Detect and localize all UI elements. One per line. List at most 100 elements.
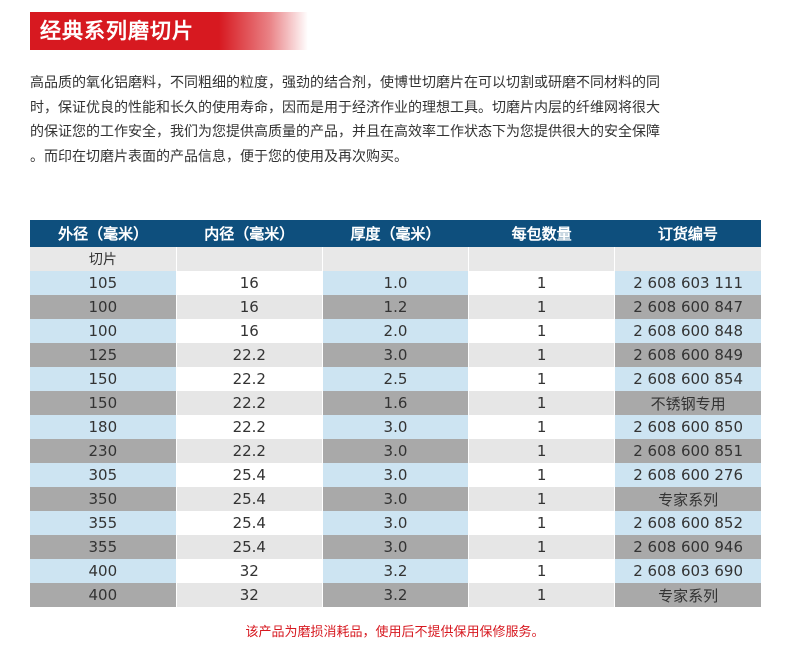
cell-thickness: 3.2 bbox=[322, 559, 470, 583]
column-header-order-number: 订货编号 bbox=[614, 220, 761, 247]
cell-outer-diameter: 150 bbox=[30, 367, 177, 391]
column-header-pack-quantity: 每包数量 bbox=[468, 220, 615, 247]
cell-inner-diameter: 25.4 bbox=[176, 511, 323, 535]
section-cell bbox=[614, 247, 761, 271]
cell-outer-diameter: 350 bbox=[30, 487, 177, 511]
cell-pack-quantity: 1 bbox=[468, 271, 616, 295]
cell-inner-diameter: 22.2 bbox=[176, 343, 323, 367]
cell-thickness: 3.0 bbox=[322, 535, 470, 559]
table-row: 355 25.4 3.0 1 2 608 600 946 bbox=[30, 535, 761, 559]
cell-inner-diameter: 16 bbox=[176, 319, 323, 343]
table-row: 150 22.2 2.5 1 2 608 600 854 bbox=[30, 367, 761, 391]
cell-thickness: 3.0 bbox=[322, 415, 470, 439]
cell-outer-diameter: 180 bbox=[30, 415, 177, 439]
table-row: 100 16 2.0 1 2 608 600 848 bbox=[30, 319, 761, 343]
cell-pack-quantity: 1 bbox=[468, 463, 616, 487]
cell-outer-diameter: 355 bbox=[30, 511, 177, 535]
cell-thickness: 3.2 bbox=[322, 583, 470, 607]
cell-outer-diameter: 100 bbox=[30, 319, 177, 343]
cell-order-number: 2 608 600 946 bbox=[614, 535, 761, 559]
cell-inner-diameter: 22.2 bbox=[176, 391, 323, 415]
cell-pack-quantity: 1 bbox=[468, 559, 616, 583]
cell-order-number: 2 608 600 276 bbox=[614, 463, 761, 487]
cell-inner-diameter: 25.4 bbox=[176, 487, 323, 511]
cell-order-number: 专家系列 bbox=[614, 487, 761, 511]
section-cell bbox=[468, 247, 616, 271]
page-title: 经典系列磨切片 bbox=[40, 19, 194, 43]
cell-inner-diameter: 22.2 bbox=[176, 367, 323, 391]
intro-line: 。而印在切磨片表面的产品信息，便于您的使用及再次购买。 bbox=[30, 148, 408, 165]
cell-order-number: 2 608 600 848 bbox=[614, 319, 761, 343]
table-row: 180 22.2 3.0 1 2 608 600 850 bbox=[30, 415, 761, 439]
cell-order-number: 2 608 600 850 bbox=[614, 415, 761, 439]
cell-outer-diameter: 150 bbox=[30, 391, 177, 415]
cell-thickness: 1.6 bbox=[322, 391, 470, 415]
cell-thickness: 3.0 bbox=[322, 487, 470, 511]
footnote-warning: 该产品为磨损消耗品，使用后不提供保用保修服务。 bbox=[245, 625, 545, 640]
cell-order-number: 2 608 600 854 bbox=[614, 367, 761, 391]
table-row: 355 25.4 3.0 1 2 608 600 852 bbox=[30, 511, 761, 535]
cell-pack-quantity: 1 bbox=[468, 295, 616, 319]
cell-inner-diameter: 32 bbox=[176, 559, 323, 583]
cell-outer-diameter: 105 bbox=[30, 271, 177, 295]
cell-thickness: 1.0 bbox=[322, 271, 470, 295]
intro-line: 时，保证优良的性能和长久的使用寿命，因而是用于经济作业的理想工具。切磨片内层的纤… bbox=[30, 99, 660, 116]
table-row: 100 16 1.2 1 2 608 600 847 bbox=[30, 295, 761, 319]
cell-outer-diameter: 100 bbox=[30, 295, 177, 319]
cell-inner-diameter: 22.2 bbox=[176, 439, 323, 463]
cell-outer-diameter: 400 bbox=[30, 559, 177, 583]
cell-thickness: 3.0 bbox=[322, 463, 470, 487]
table-row: 125 22.2 3.0 1 2 608 600 849 bbox=[30, 343, 761, 367]
title-banner: 经典系列磨切片 bbox=[30, 12, 308, 50]
cell-thickness: 3.0 bbox=[322, 343, 470, 367]
cell-outer-diameter: 230 bbox=[30, 439, 177, 463]
cell-pack-quantity: 1 bbox=[468, 319, 616, 343]
cell-outer-diameter: 355 bbox=[30, 535, 177, 559]
cell-thickness: 3.0 bbox=[322, 439, 470, 463]
cell-pack-quantity: 1 bbox=[468, 367, 616, 391]
cell-outer-diameter: 305 bbox=[30, 463, 177, 487]
cell-thickness: 1.2 bbox=[322, 295, 470, 319]
column-header-thickness: 厚度（毫米） bbox=[322, 220, 469, 247]
cell-inner-diameter: 25.4 bbox=[176, 463, 323, 487]
column-header-inner-diameter: 内径（毫米） bbox=[176, 220, 323, 247]
table-row: 150 22.2 1.6 1 不锈钢专用 bbox=[30, 391, 761, 415]
cell-pack-quantity: 1 bbox=[468, 415, 616, 439]
cell-pack-quantity: 1 bbox=[468, 343, 616, 367]
intro-paragraph: 高品质的氧化铝磨料，不同粗细的粒度，强劲的结合剂，使博世切磨片在可以切割或研磨不… bbox=[30, 71, 760, 169]
table-row: 400 32 3.2 1 专家系列 bbox=[30, 583, 761, 607]
cell-order-number: 专家系列 bbox=[614, 583, 761, 607]
section-label: 切片 bbox=[30, 247, 177, 271]
section-cell bbox=[176, 247, 323, 271]
cell-thickness: 3.0 bbox=[322, 511, 470, 535]
cell-inner-diameter: 16 bbox=[176, 295, 323, 319]
cell-pack-quantity: 1 bbox=[468, 439, 616, 463]
cell-thickness: 2.5 bbox=[322, 367, 470, 391]
cell-order-number: 2 608 600 851 bbox=[614, 439, 761, 463]
table-row: 105 16 1.0 1 2 608 603 111 bbox=[30, 271, 761, 295]
intro-line: 的保证您的工作安全，我们为您提供高质量的产品，并且在高效率工作状态下为您提供很大… bbox=[30, 124, 660, 140]
cell-outer-diameter: 125 bbox=[30, 343, 177, 367]
cell-inner-diameter: 32 bbox=[176, 583, 323, 607]
table-row: 305 25.4 3.0 1 2 608 600 276 bbox=[30, 463, 761, 487]
cell-pack-quantity: 1 bbox=[468, 487, 616, 511]
section-row: 切片 bbox=[30, 247, 761, 271]
cell-thickness: 2.0 bbox=[322, 319, 470, 343]
cell-order-number: 2 608 600 849 bbox=[614, 343, 761, 367]
cell-order-number: 2 608 600 847 bbox=[614, 295, 761, 319]
spec-table: 外径（毫米） 内径（毫米） 厚度（毫米） 每包数量 订货编号 切片 105 16 1… bbox=[30, 220, 761, 607]
cell-inner-diameter: 25.4 bbox=[176, 535, 323, 559]
table-row: 230 22.2 3.0 1 2 608 600 851 bbox=[30, 439, 761, 463]
section-cell bbox=[322, 247, 470, 271]
cell-inner-diameter: 22.2 bbox=[176, 415, 323, 439]
intro-line: 高品质的氧化铝磨料，不同粗细的粒度，强劲的结合剂，使博世切磨片在可以切割或研磨不… bbox=[30, 75, 660, 91]
cell-outer-diameter: 400 bbox=[30, 583, 177, 607]
cell-order-number: 2 608 603 111 bbox=[614, 271, 761, 295]
cell-order-number: 2 608 600 852 bbox=[614, 511, 761, 535]
cell-pack-quantity: 1 bbox=[468, 535, 616, 559]
cell-order-number: 不锈钢专用 bbox=[614, 391, 761, 415]
cell-pack-quantity: 1 bbox=[468, 391, 616, 415]
table-header-row: 外径（毫米） 内径（毫米） 厚度（毫米） 每包数量 订货编号 bbox=[30, 220, 761, 247]
table-row: 400 32 3.2 1 2 608 603 690 bbox=[30, 559, 761, 583]
cell-pack-quantity: 1 bbox=[468, 583, 616, 607]
